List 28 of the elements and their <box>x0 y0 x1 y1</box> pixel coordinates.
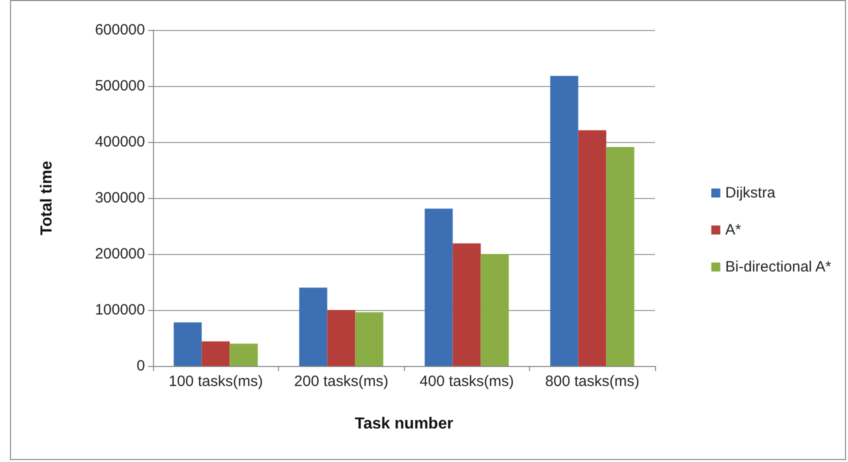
bar <box>578 130 606 366</box>
x-axis-title: Task number <box>354 416 454 432</box>
legend-label: Dijkstra <box>725 184 776 202</box>
bar <box>174 322 202 366</box>
y-tick-label: 500000 <box>94 78 145 94</box>
bar <box>202 341 230 366</box>
legend-label: Bi-directional A* <box>725 258 832 276</box>
bar <box>480 254 509 366</box>
x-tick-label: 100 tasks(ms) <box>168 373 263 390</box>
y-tick-label: 600000 <box>94 22 145 38</box>
bar <box>606 147 634 366</box>
bar <box>327 310 356 366</box>
y-tick-label: 0 <box>136 358 145 374</box>
x-tick-label: 200 tasks(ms) <box>294 373 388 390</box>
bar <box>550 76 578 366</box>
bar <box>230 344 258 366</box>
bar <box>452 243 481 366</box>
y-tick-label: 400000 <box>94 134 145 150</box>
legend-label: A* <box>725 222 742 238</box>
y-tick-label: 100000 <box>94 302 145 318</box>
bar <box>355 312 384 366</box>
x-tick-label: 800 tasks(ms) <box>545 373 640 390</box>
y-tick-label: 200000 <box>94 246 145 262</box>
bar <box>299 288 328 366</box>
y-tick-label: 300000 <box>94 190 145 206</box>
y-axis-title: Total time <box>38 160 56 236</box>
x-tick-label: 400 tasks(ms) <box>420 373 514 390</box>
bar <box>424 208 453 366</box>
